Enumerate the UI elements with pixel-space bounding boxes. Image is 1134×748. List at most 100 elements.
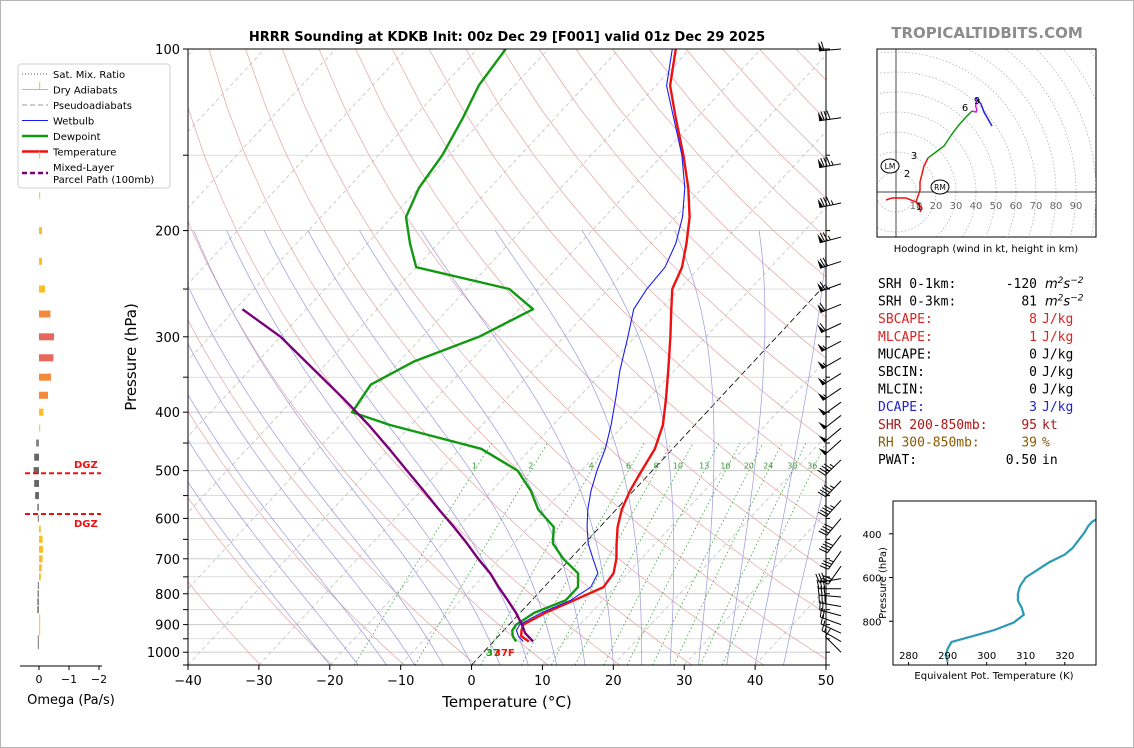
barb-shaft [823, 427, 842, 443]
isotherm [400, 207, 826, 665]
barb-flag [817, 377, 826, 386]
skewt-series [241, 49, 691, 643]
y-tick-label: 900 [155, 619, 180, 634]
storm-motion-label: RM [934, 183, 946, 192]
theta-e-y-tick-label: 800 [862, 617, 881, 628]
pseudoadiabat [188, 481, 331, 665]
hodograph-height-label: 1 [916, 202, 922, 213]
omega-bar [35, 492, 39, 500]
series-wetbulb [515, 49, 686, 642]
skewt-frame-bg [188, 49, 826, 665]
wind-barb [818, 499, 842, 518]
x-tick-label: −10 [387, 674, 414, 689]
mixing-ratio-label: 13 [699, 462, 709, 471]
barb-flag [817, 343, 826, 352]
wind-barb [818, 415, 842, 430]
hodograph-ring-label: 70 [1030, 201, 1043, 212]
barb-half-feather [830, 160, 834, 166]
barb-shaft [827, 565, 842, 585]
barb-feather [826, 157, 831, 166]
index-row: SBCAPE: 8 J/kg [878, 312, 1073, 327]
wind-barb [817, 372, 842, 386]
barb-feather [818, 511, 827, 518]
barb-feather [820, 41, 825, 51]
wind-barb [819, 550, 842, 570]
barb-shaft [827, 550, 842, 570]
wind-barb [819, 600, 842, 617]
omega-bar [39, 333, 54, 341]
omega-bar [39, 408, 44, 416]
barb-feather [820, 586, 823, 596]
barb-flag [817, 234, 824, 243]
barb-feather [818, 548, 828, 554]
barb-feather [819, 607, 823, 618]
barb-feather [822, 579, 826, 589]
hodograph-ring-label: 90 [1070, 201, 1083, 212]
barb-flag [817, 158, 824, 168]
barb-feather [817, 469, 826, 476]
barb-shaft [822, 372, 842, 386]
barb-shaft [820, 616, 842, 626]
mixing-ratio-line [721, 442, 826, 665]
barb-feather [820, 197, 825, 207]
theta-e-x-tick-label: 300 [977, 651, 996, 662]
omega-bar [37, 635, 39, 643]
barb-feather [823, 485, 833, 491]
index-unit: J/kg [1042, 347, 1073, 362]
barb-feather [823, 560, 833, 565]
hodograph-ring-label: 50 [990, 201, 1003, 212]
barb-feather [822, 232, 828, 241]
index-value: 3 [1029, 400, 1037, 415]
x-tick-label: −40 [174, 674, 201, 689]
wind-barb [817, 357, 842, 370]
dry-adiabat [188, 319, 477, 665]
mixing-ratio-labels: 1 2 4 6 8 10 13 16 20 24 30 36 [472, 462, 817, 471]
index-row: SRH 0-1km: -120 m2s−2 [878, 276, 1084, 292]
unit-superscript: 2 [1058, 294, 1064, 304]
hodograph-segment [885, 197, 923, 213]
barb-feather [823, 463, 832, 470]
y-tick-label: 600 [155, 512, 180, 527]
x-tick-label: 0 [467, 674, 475, 689]
legend: Sat. Mix. Ratio Dry Adiabats Pseudoadiabat… [17, 63, 171, 189]
index-unit: kt [1042, 418, 1058, 433]
barb-half-feather [827, 235, 831, 241]
series-dewpoint [351, 49, 580, 643]
omega-bar [39, 151, 41, 159]
y-tick-label: 400 [155, 406, 180, 421]
wind-barb [817, 459, 842, 476]
mixing-ratio-label: 30 [787, 462, 797, 471]
barb-shaft [819, 48, 842, 52]
barb-flag [817, 393, 827, 401]
barb-feather [823, 586, 826, 596]
index-unit: in [1042, 453, 1058, 468]
pseudoadiabat [226, 230, 501, 665]
x-tick-label: −30 [245, 674, 272, 689]
legend-label: Dry Adiabats [53, 86, 117, 97]
isotherm [188, 49, 762, 665]
barb-shaft [824, 459, 842, 476]
index-label: SBCIN: [878, 365, 925, 380]
barb-half-feather [822, 345, 827, 350]
index-row: RH 300-850mb: 39% [878, 435, 1050, 450]
index-label: SBCAPE: [878, 312, 933, 327]
index-row: MLCIN: 0 J/kg [878, 383, 1073, 398]
barb-feather [820, 111, 825, 121]
dry-adiabat [318, 49, 826, 615]
legend-label: Wetbulb [53, 117, 94, 128]
hodograph-segment [975, 97, 993, 127]
pseudoadiabat [674, 230, 715, 665]
barb-shaft [820, 623, 842, 634]
y-axis-label: Pressure (hPa) [122, 303, 140, 411]
barb-flag [818, 435, 828, 443]
barb-shaft [825, 480, 842, 498]
barb-flag [817, 304, 825, 313]
omega-bar [39, 373, 51, 381]
theta-e-frame-bg [893, 501, 1096, 665]
theta-e-x-tick-label: 320 [1055, 651, 1074, 662]
index-unit: J/kg [1042, 312, 1073, 327]
omega-bar [34, 479, 39, 487]
dry-adiabat [188, 410, 405, 665]
omega-bar [39, 525, 41, 533]
barb-flag [817, 259, 824, 269]
